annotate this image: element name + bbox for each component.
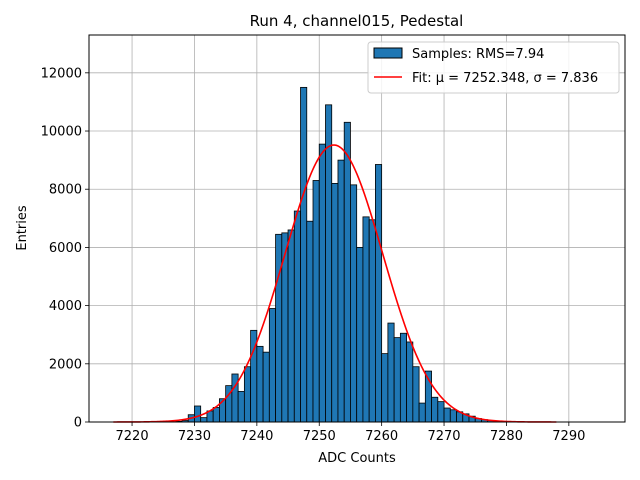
histogram-bar (268, 308, 276, 423)
histogram-bar (256, 345, 264, 423)
x-tick-label: 7240 (240, 429, 273, 444)
plot-frame (88, 34, 626, 423)
histogram-bar (350, 184, 358, 423)
histogram-bar (412, 366, 420, 423)
x-tick-label: 7220 (116, 429, 149, 444)
histogram-bar (418, 402, 426, 423)
histogram-bar (212, 407, 220, 423)
histogram-bar (437, 401, 445, 423)
histogram-bar (381, 353, 389, 423)
histogram-bars (175, 86, 507, 423)
histogram-bar (287, 229, 295, 423)
histogram-bar (387, 322, 395, 423)
histogram-bar (325, 104, 333, 423)
histogram-bar (343, 121, 351, 423)
y-tick-label: 12000 (41, 66, 82, 81)
x-tick-label: 7270 (427, 429, 460, 444)
x-tick-label: 7230 (178, 429, 211, 444)
histogram-bar (243, 366, 252, 423)
histogram-bar (200, 417, 208, 423)
histogram-bar (312, 180, 320, 423)
histogram-bar (406, 341, 414, 423)
histogram-bar (362, 216, 370, 423)
x-tick-label: 7250 (303, 429, 336, 444)
chart-title: Run 4, channel015, Pedestal (250, 12, 464, 30)
histogram-bar (399, 332, 408, 423)
histogram-bar (443, 407, 451, 423)
histogram-bar (231, 373, 239, 423)
y-tick-label: 2000 (49, 357, 82, 372)
y-tick-label: 6000 (49, 241, 82, 256)
legend-histogram-swatch (373, 47, 403, 59)
histogram-bar (331, 182, 339, 423)
legend: Samples: RMS=7.94 Fit: μ = 7252.348, σ =… (367, 41, 620, 94)
histogram-bar (318, 143, 326, 423)
histogram-bar (300, 86, 308, 423)
x-tick-label: 7280 (490, 429, 523, 444)
histogram-bar (275, 233, 283, 423)
histogram-bar (368, 219, 376, 423)
x-tick-label: 7260 (365, 429, 398, 444)
histogram-bar (237, 391, 245, 423)
x-axis-ticks: 7220 7230 7240 7250 7260 7270 7280 7290 (116, 422, 585, 444)
x-tick-label: 7290 (552, 429, 585, 444)
histogram-bar (375, 164, 383, 423)
y-tick-label: 4000 (49, 299, 82, 314)
y-tick-label: 8000 (49, 183, 82, 198)
y-tick-label: 10000 (41, 125, 82, 140)
y-tick-label: 0 (74, 416, 82, 431)
histogram-bar (356, 247, 364, 423)
histogram-bar (449, 409, 457, 423)
legend-fit-label: Fit: μ = 7252.348, σ = 7.836 (412, 71, 598, 86)
gaussian-fit-curve (113, 144, 557, 423)
y-axis-label: Entries (15, 205, 30, 251)
histogram-bar (431, 396, 439, 423)
histogram-bar (337, 159, 345, 423)
histogram-bar (306, 220, 314, 423)
legend-box (367, 41, 620, 94)
histogram-bar (293, 210, 301, 423)
x-axis-label: ADC Counts (318, 451, 396, 466)
histogram-bar (262, 351, 270, 423)
legend-histogram-label: Samples: RMS=7.94 (412, 47, 544, 62)
histogram-bar (194, 405, 202, 423)
histogram-bar (393, 337, 401, 423)
y-axis-ticks: 0 2000 4000 6000 8000 10000 12000 (41, 66, 89, 431)
